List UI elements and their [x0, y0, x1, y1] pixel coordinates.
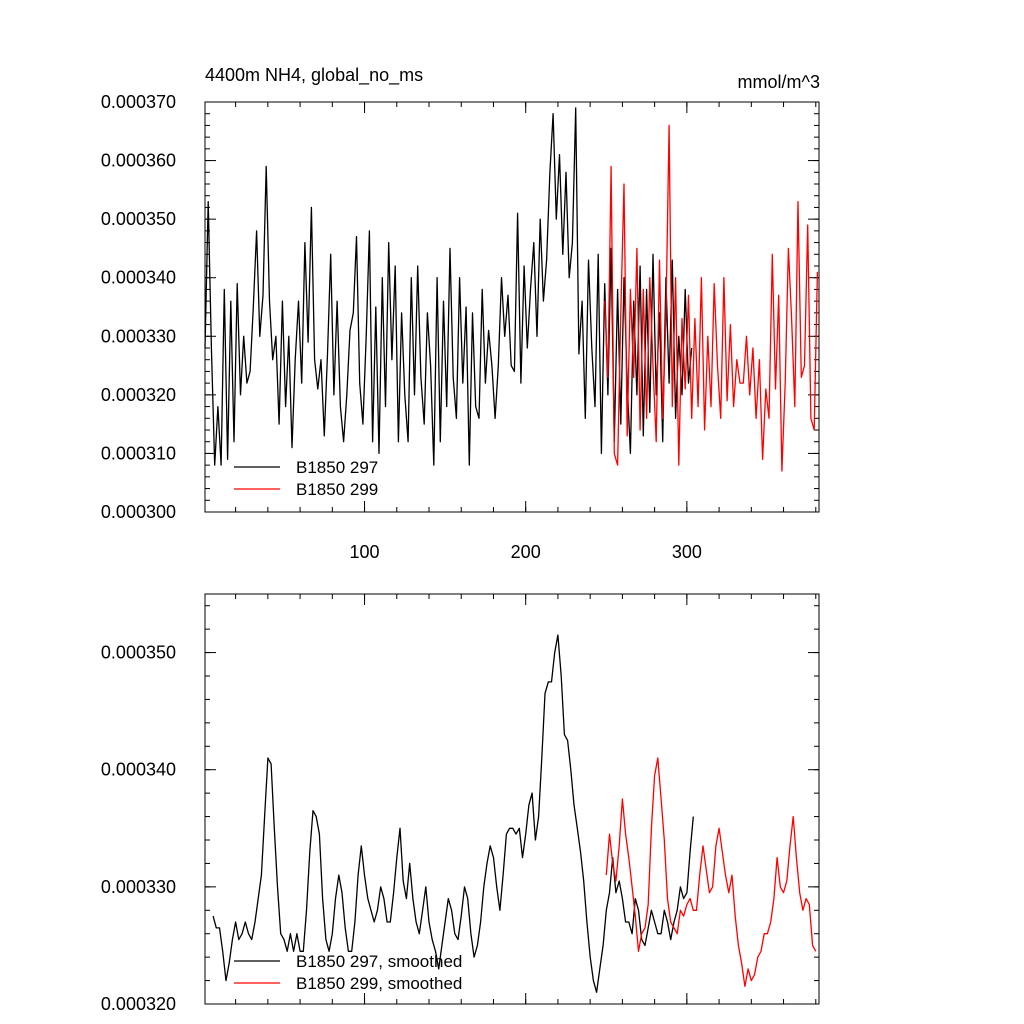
- top-panel-series: [204, 107, 819, 472]
- y-tick-label: 0.000320: [101, 994, 176, 1014]
- y-tick-label: 0.000360: [101, 151, 176, 171]
- y-tick-label: 0.000300: [101, 502, 176, 522]
- bottom-panel: 0.000320 0.000330 0.000340 0.000350 B1850 2…: [101, 593, 820, 1014]
- top-panel-ticks: 0.000300 0.000310 0.000320 0.000330 0.000340…: [101, 92, 819, 562]
- y-tick-label: 0.000340: [101, 760, 176, 780]
- top-panel-frame: [204, 101, 820, 513]
- y-tick-label: 0.000370: [101, 92, 176, 112]
- legend-label-b1850-297-smoothed: B1850 297, smoothed: [296, 952, 462, 971]
- legend-label-b1850-299: B1850 299: [296, 480, 378, 499]
- chart-title: 4400m NH4, global_no_ms: [205, 65, 423, 86]
- y-tick-label: 0.000340: [101, 268, 176, 288]
- bottom-panel-ticks: 0.000320 0.000330 0.000340 0.000350: [101, 594, 819, 1014]
- y-tick-label: 0.000350: [101, 209, 176, 229]
- series-line-b1850-299: [604, 124, 819, 472]
- legend-label-b1850-297: B1850 297: [296, 458, 378, 477]
- series-line-b1850-297: [204, 107, 693, 466]
- bottom-panel-series: [212, 634, 817, 993]
- units-label: mmol/m^3: [738, 72, 820, 92]
- x-tick-label: 100: [350, 542, 380, 562]
- top-panel-legend: B1850 297 B1850 299: [234, 458, 378, 499]
- series-line-b1850-299-smoothed: [605, 757, 817, 988]
- bottom-panel-legend: B1850 297, smoothed B1850 299, smoothed: [234, 952, 462, 993]
- y-tick-label: 0.000330: [101, 877, 176, 897]
- bottom-panel-frame: [204, 593, 820, 1005]
- y-tick-label: 0.000320: [101, 385, 176, 405]
- legend-label-b1850-299-smoothed: B1850 299, smoothed: [296, 974, 462, 993]
- y-tick-label: 0.000330: [101, 326, 176, 346]
- y-tick-label: 0.000350: [101, 643, 176, 663]
- x-tick-label: 300: [672, 542, 702, 562]
- top-panel: 4400m NH4, global_no_ms mmol/m^3 0.00030…: [101, 65, 820, 562]
- y-tick-label: 0.000310: [101, 443, 176, 463]
- x-tick-label: 200: [511, 542, 541, 562]
